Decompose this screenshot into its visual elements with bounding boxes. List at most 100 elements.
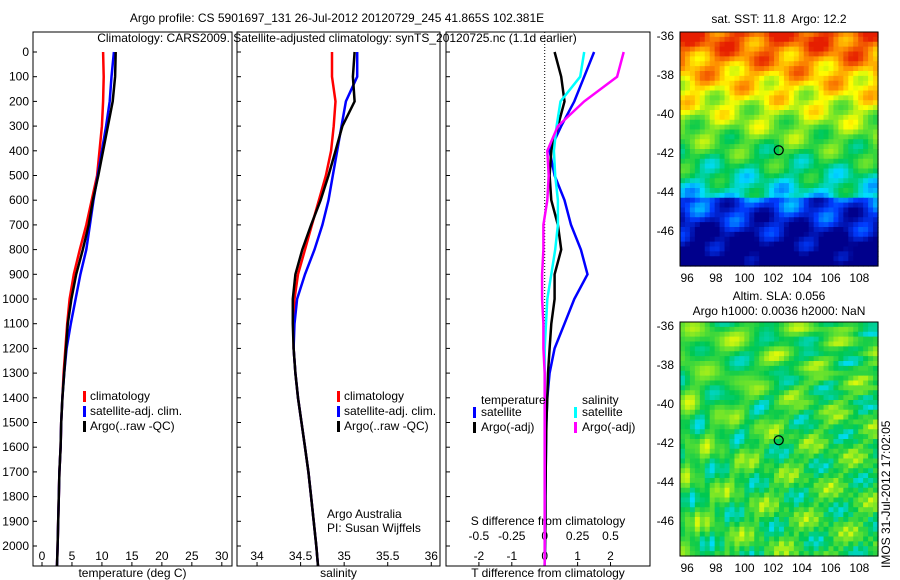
map-cell: [803, 521, 810, 528]
map-cell: [798, 487, 805, 494]
map-cell: [863, 241, 869, 248]
map-cell: [798, 168, 805, 174]
map-cell: [788, 95, 795, 101]
map-cell: [769, 207, 775, 213]
map-cell: [759, 356, 765, 362]
map-cell: [798, 439, 805, 445]
map-cell: [863, 331, 869, 338]
map-cell: [689, 370, 696, 377]
map-cell: [754, 322, 760, 328]
map-cell: [704, 231, 711, 238]
map-cell: [709, 463, 716, 469]
map-cell: [863, 256, 869, 262]
map-cell: [754, 478, 760, 484]
map-cell: [680, 36, 686, 43]
map-cell: [754, 346, 760, 352]
y-tick-label: 200: [9, 94, 29, 108]
map-cell: [853, 212, 859, 218]
map-cell: [828, 414, 835, 421]
map-cell: [798, 526, 805, 533]
map-cell: [833, 71, 839, 77]
map-cell: [724, 429, 731, 435]
map-cell: [798, 110, 805, 116]
map-cell: [724, 512, 731, 518]
map-cell: [704, 217, 711, 223]
map-cell: [744, 326, 750, 333]
map-cell: [813, 251, 820, 257]
map-cell: [838, 231, 844, 238]
map-cell: [783, 168, 790, 174]
map-cell: [684, 458, 691, 464]
map-cell: [759, 256, 765, 262]
map-cell: [833, 85, 839, 92]
map-cell: [873, 424, 879, 430]
map-cell: [808, 134, 815, 140]
map-cell: [734, 227, 740, 233]
map-cell: [684, 110, 691, 116]
map-cell: [774, 158, 780, 165]
map-cell: [680, 521, 686, 528]
map-cell: [848, 443, 854, 450]
map-cell: [680, 168, 686, 174]
map-cell: [734, 149, 740, 155]
map-cell: [843, 434, 849, 440]
map-cell: [769, 439, 775, 445]
map-cell: [684, 71, 691, 77]
map-cell: [680, 463, 686, 469]
map-cell: [724, 385, 731, 391]
map-cell: [759, 526, 765, 533]
map-cell: [729, 512, 736, 518]
map-cell: [754, 551, 760, 557]
map-cell: [848, 492, 854, 499]
map-cell: [729, 361, 736, 367]
map-cell: [734, 443, 740, 450]
map-cell: [863, 110, 869, 116]
s-tick-label: -0.5: [469, 529, 490, 543]
map-cell: [798, 448, 805, 455]
map-cell: [823, 326, 830, 333]
map-cell: [764, 453, 770, 460]
map-cell: [803, 419, 810, 425]
map-cell: [823, 153, 830, 160]
map-cell: [808, 395, 815, 401]
map-cell: [724, 356, 731, 362]
map-cell: [798, 536, 805, 542]
map-cell: [764, 521, 770, 528]
map-cell: [704, 380, 711, 386]
map-cell: [823, 168, 830, 174]
map-cell: [828, 173, 835, 179]
map-cell: [803, 336, 810, 343]
map-cell: [808, 51, 815, 57]
map-cell: [828, 51, 835, 57]
map-cell: [729, 390, 736, 396]
map-cell: [704, 361, 711, 367]
map-cell: [853, 227, 859, 233]
map-cell: [853, 246, 859, 252]
map-cell: [684, 149, 691, 155]
map-cell: [744, 497, 750, 503]
map-cell: [729, 531, 736, 538]
map-cell: [838, 85, 844, 92]
map-cell: [863, 404, 869, 411]
map-cell: [709, 375, 716, 382]
map-cell: [694, 419, 701, 425]
map-cell: [793, 129, 800, 135]
map-cell: [704, 183, 711, 189]
map-cell: [774, 468, 780, 474]
map-cell: [704, 414, 711, 421]
map-cell: [838, 149, 844, 155]
map-cell: [739, 409, 745, 416]
map-cell: [838, 443, 844, 450]
map-cell: [843, 492, 849, 499]
map-cell: [689, 144, 696, 150]
map-cell: [704, 385, 711, 391]
map-cell: [699, 439, 706, 445]
map-cell: [828, 217, 835, 223]
map-cell: [793, 114, 800, 121]
map-cell: [798, 105, 805, 111]
map-cell: [848, 331, 854, 338]
map-cell: [739, 346, 745, 352]
map-cell: [680, 331, 686, 338]
map-cell: [828, 380, 835, 386]
map-cell: [843, 173, 849, 179]
